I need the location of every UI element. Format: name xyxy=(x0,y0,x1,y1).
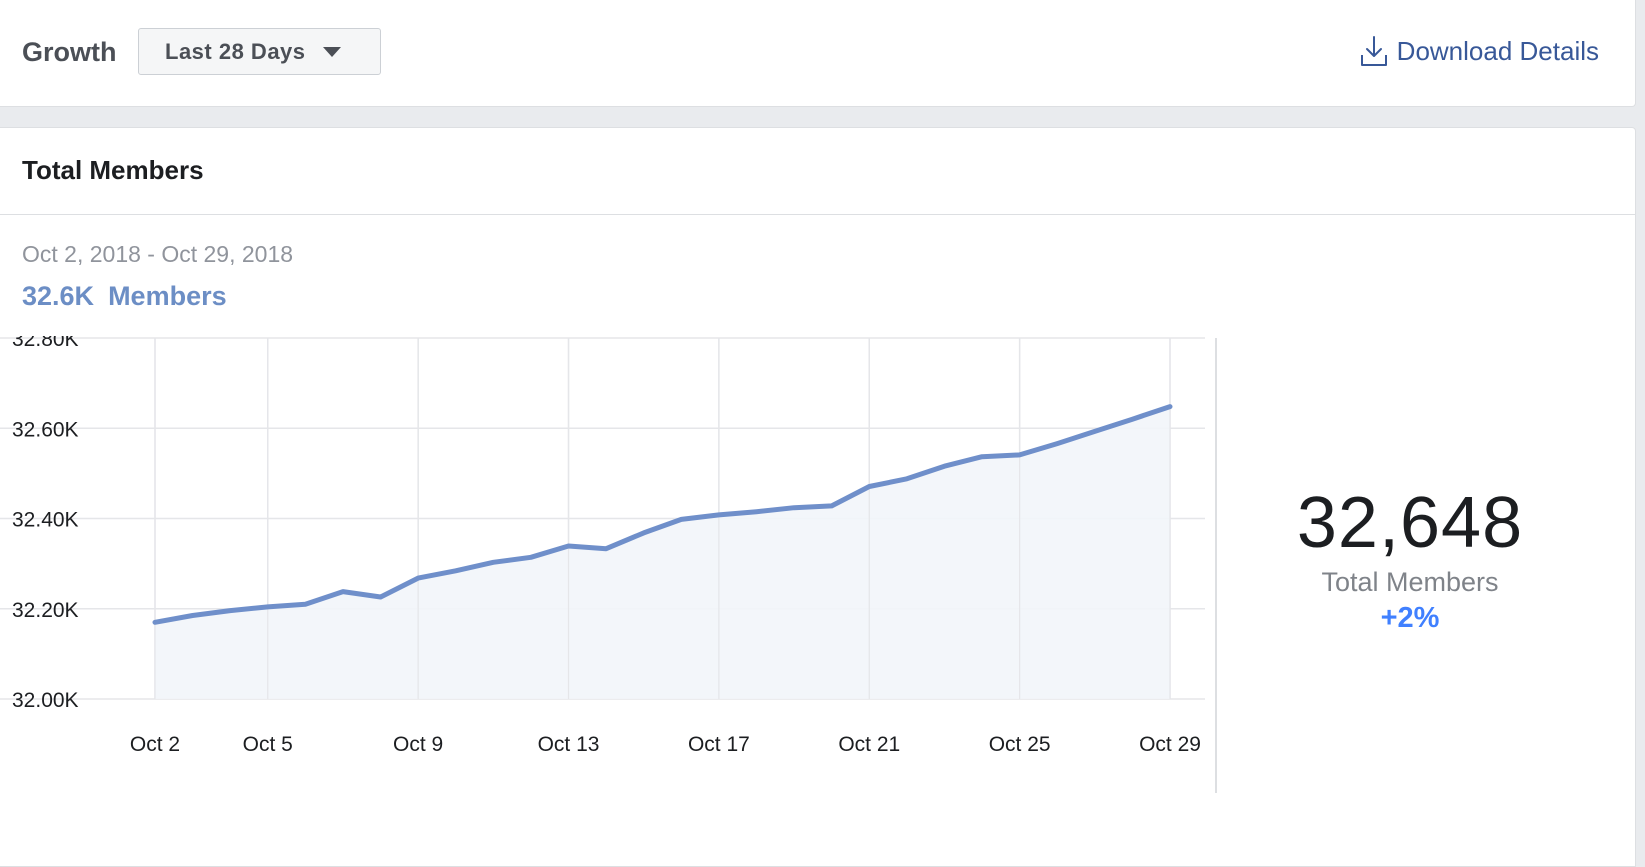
y-tick-label: 32.80K xyxy=(12,336,79,351)
download-icon xyxy=(1359,34,1389,68)
download-details-link[interactable]: Download Details xyxy=(1359,34,1599,68)
members-line-chart: 32.00K 32.20K 32.40K 32.60K 32.80K Oct 2 Oct 5… xyxy=(0,336,1210,796)
members-summary: 32.6K Members xyxy=(22,281,241,312)
x-tick-label: Oct 17 xyxy=(688,733,750,756)
caret-down-icon xyxy=(323,47,341,57)
x-tick-label: Oct 25 xyxy=(989,733,1051,756)
x-tick-label: Oct 2 xyxy=(130,733,180,756)
card-header: Total Members xyxy=(0,128,1635,215)
total-members-card: Total Members Oct 2, 2018 - Oct 29, 2018… xyxy=(0,127,1636,867)
summary-unit: Members xyxy=(108,281,227,311)
growth-header-card: Growth Last 28 Days Download Details xyxy=(0,0,1636,107)
download-details-label: Download Details xyxy=(1397,36,1599,67)
chart-divider xyxy=(1215,338,1217,793)
date-range-label: Last 28 Days xyxy=(165,39,306,65)
summary-value: 32.6K xyxy=(22,281,94,311)
stat-change: +2% xyxy=(1240,602,1580,635)
y-tick-label: 32.20K xyxy=(12,599,79,622)
y-tick-label: 32.00K xyxy=(12,689,79,712)
y-tick-label: 32.60K xyxy=(12,418,79,441)
card-title: Total Members xyxy=(22,155,204,186)
page-title: Growth xyxy=(22,32,117,72)
x-tick-label: Oct 13 xyxy=(538,733,600,756)
x-tick-label: Oct 9 xyxy=(393,733,443,756)
x-tick-label: Oct 5 xyxy=(243,733,293,756)
total-members-stat: 32,648 Total Members +2% xyxy=(1240,483,1580,635)
series-area xyxy=(155,407,1170,699)
y-tick-label: 32.40K xyxy=(12,509,79,532)
x-tick-label: Oct 29 xyxy=(1139,733,1201,756)
date-range-text: Oct 2, 2018 - Oct 29, 2018 xyxy=(22,241,293,268)
date-range-dropdown[interactable]: Last 28 Days xyxy=(138,28,381,75)
stat-value: 32,648 xyxy=(1240,483,1580,563)
stat-label: Total Members xyxy=(1240,567,1580,598)
x-tick-label: Oct 21 xyxy=(838,733,900,756)
